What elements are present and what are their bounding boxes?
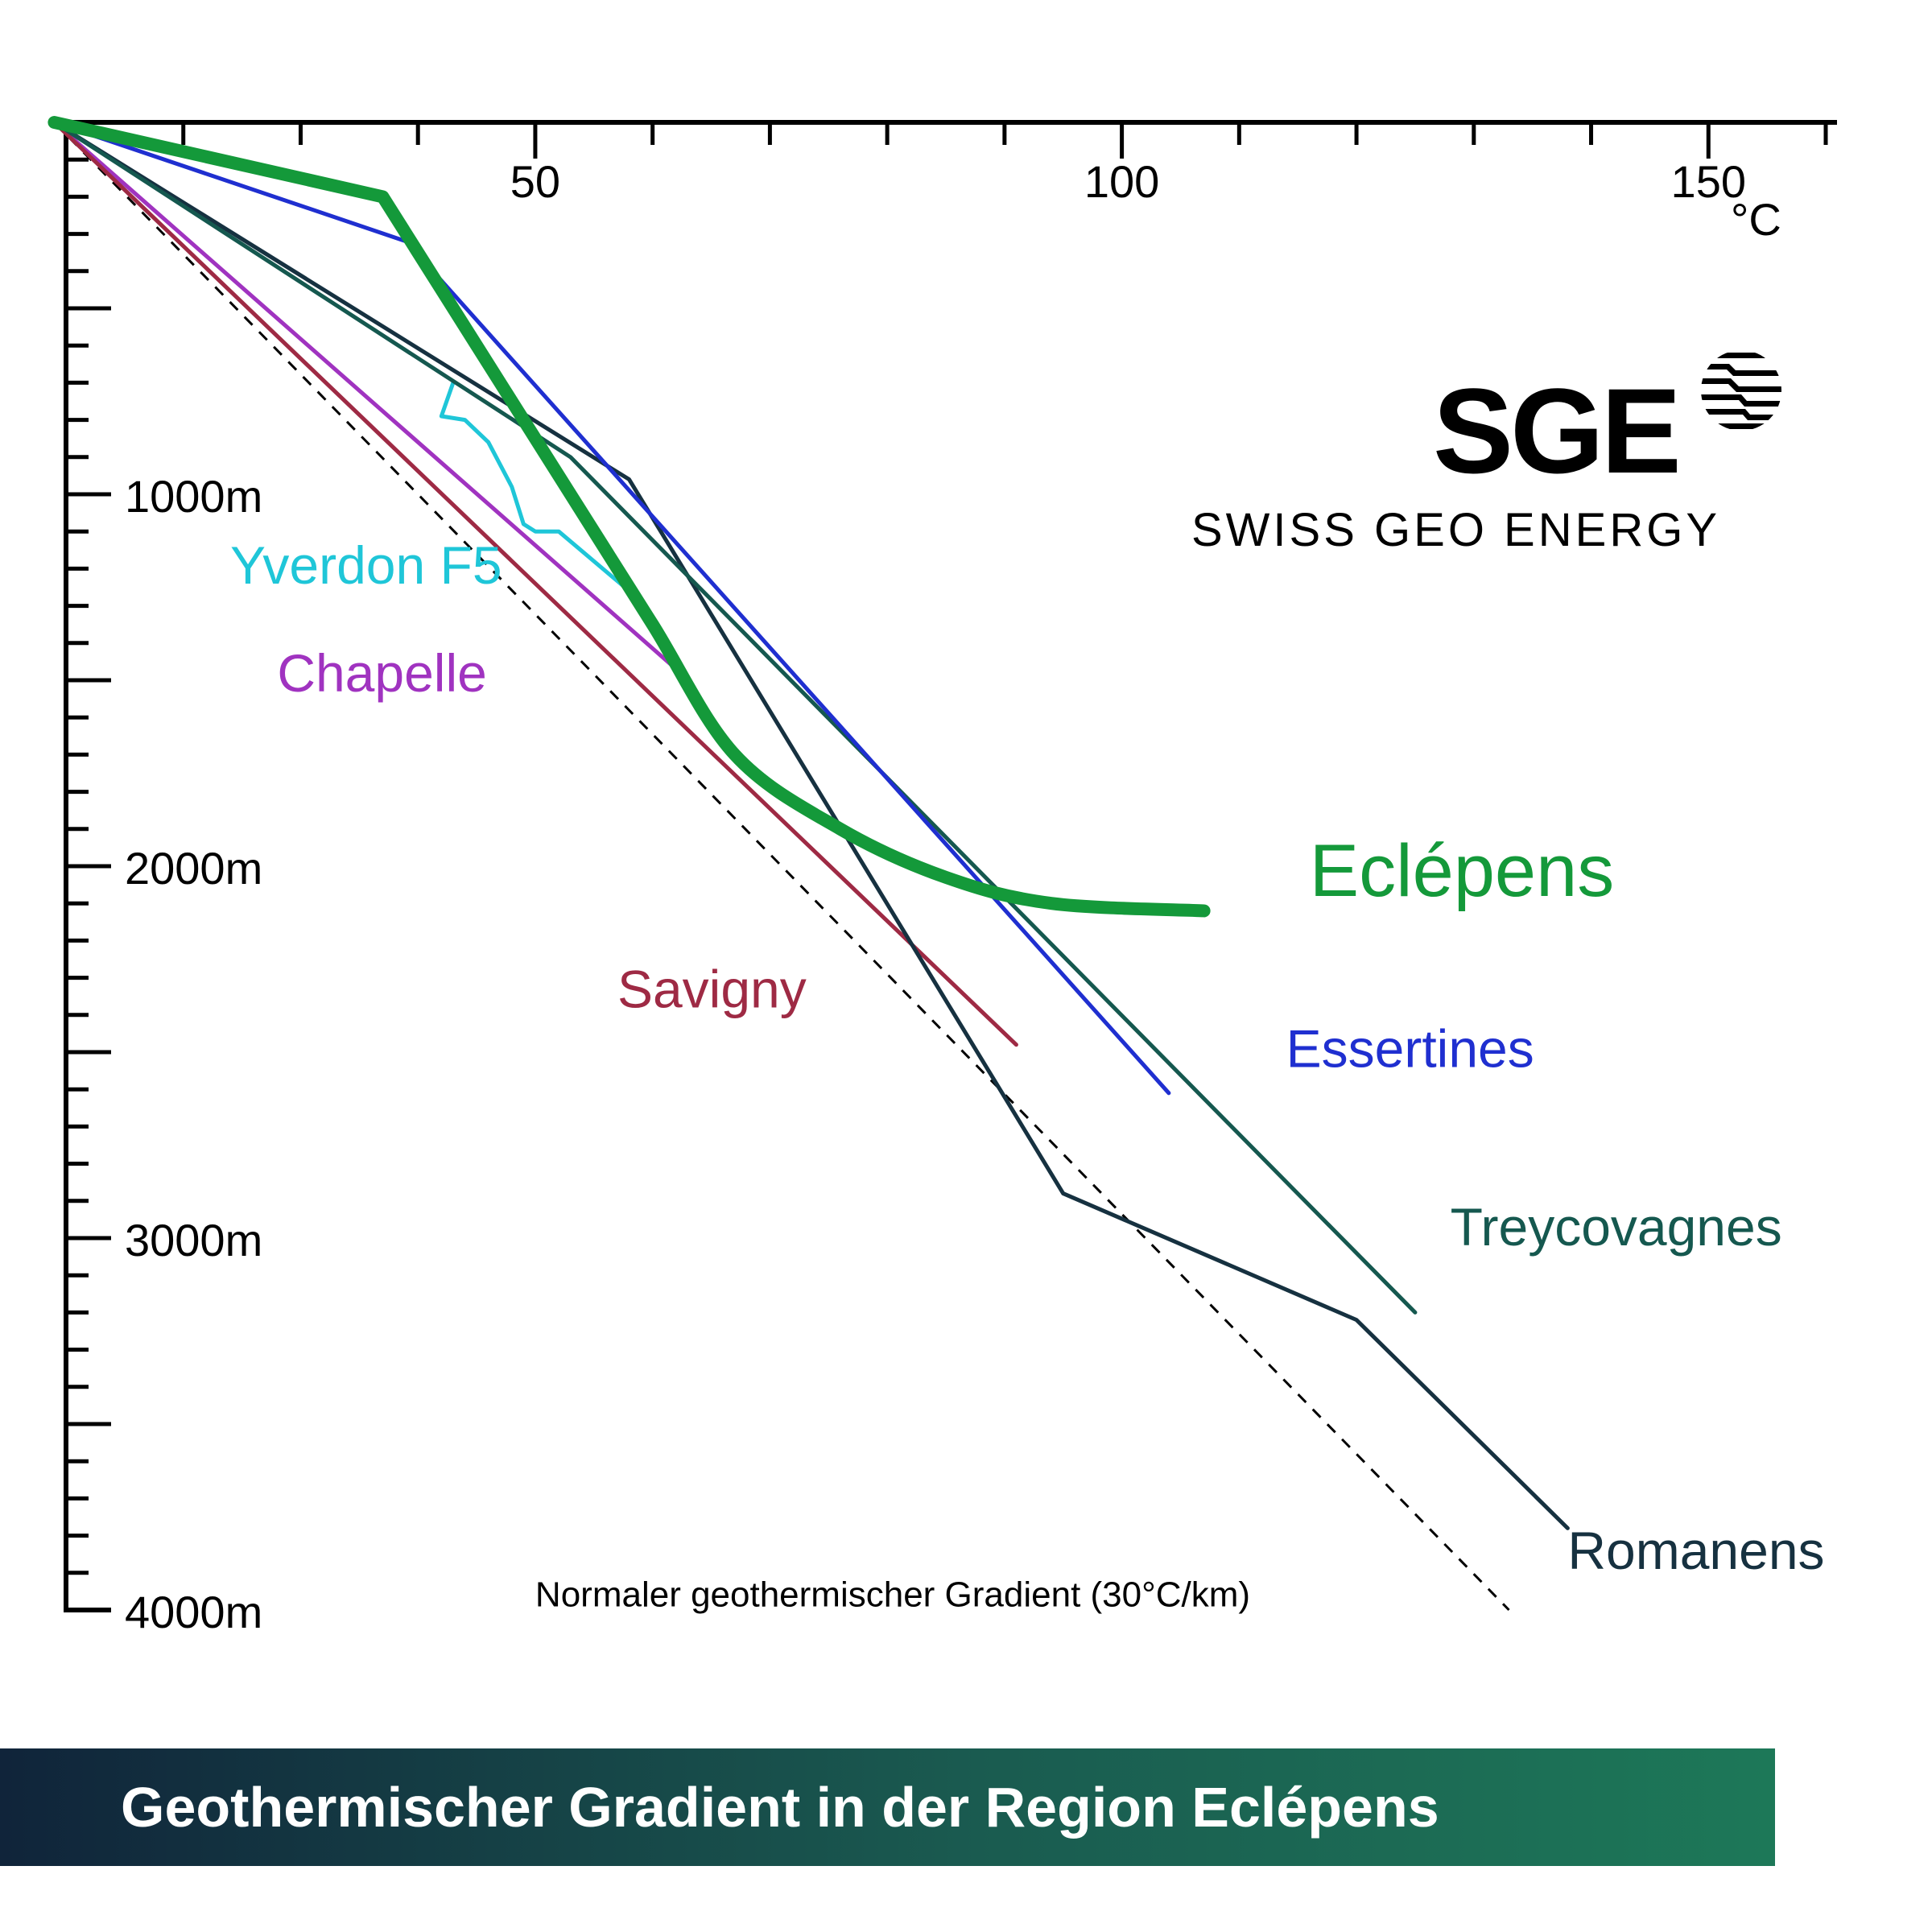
series-line-treycovagnes <box>52 120 1418 1315</box>
series-lines <box>47 116 1570 1612</box>
series-label-yverdon-f5: Yverdon F5 <box>230 535 502 595</box>
series-line-yverdon-f5 <box>439 380 667 646</box>
y-tick-label: 3000m <box>125 1215 262 1265</box>
series-label-essertines: Essertines <box>1286 1018 1534 1078</box>
series-line-ecl-pens <box>47 116 1211 918</box>
series-labels: Eclépens Essertines Treycovagnes Romanens Sa… <box>230 535 1825 1615</box>
x-tick-label: 150 <box>1671 156 1746 207</box>
series-label-romanens: Romanens <box>1567 1521 1824 1580</box>
series-line-savigny <box>52 120 1018 1047</box>
series-label-chapelle: Chapelle <box>277 643 487 703</box>
y-tick-label: 2000m <box>125 843 262 894</box>
normal-gradient-note: Normaler geothermischer Gradient (30°C/k… <box>535 1575 1250 1614</box>
x-axis-unit-label: °C <box>1731 194 1781 245</box>
series-label-savigny: Savigny <box>617 960 807 1019</box>
title-banner: Geothermischer Gradient in der Region Ec… <box>0 1748 1775 1866</box>
series-label-ecl-pens: Eclépens <box>1310 830 1614 912</box>
axis-tick-labels: 50 100 150 1000m 2000m 3000m 4000m <box>125 156 1746 1637</box>
series-line-chapelle <box>52 120 679 671</box>
x-tick-label: 100 <box>1084 156 1159 207</box>
x-tick-label: 50 <box>510 156 560 207</box>
sge-logo: SGE SWISS GEO ENERGY <box>1191 338 1803 564</box>
chart-title: Geothermischer Gradient in der Region Ec… <box>121 1776 1439 1839</box>
y-tick-label: 4000m <box>125 1587 262 1637</box>
series-line-romanens <box>52 120 1570 1530</box>
logo-globe-icon <box>1701 353 1781 429</box>
y-tick-label: 1000m <box>125 471 262 522</box>
logo-tagline: SWISS GEO ENERGY <box>1191 504 1720 556</box>
series-label-treycovagnes: Treycovagnes <box>1451 1197 1782 1257</box>
logo-wordmark: SGE <box>1433 363 1682 498</box>
